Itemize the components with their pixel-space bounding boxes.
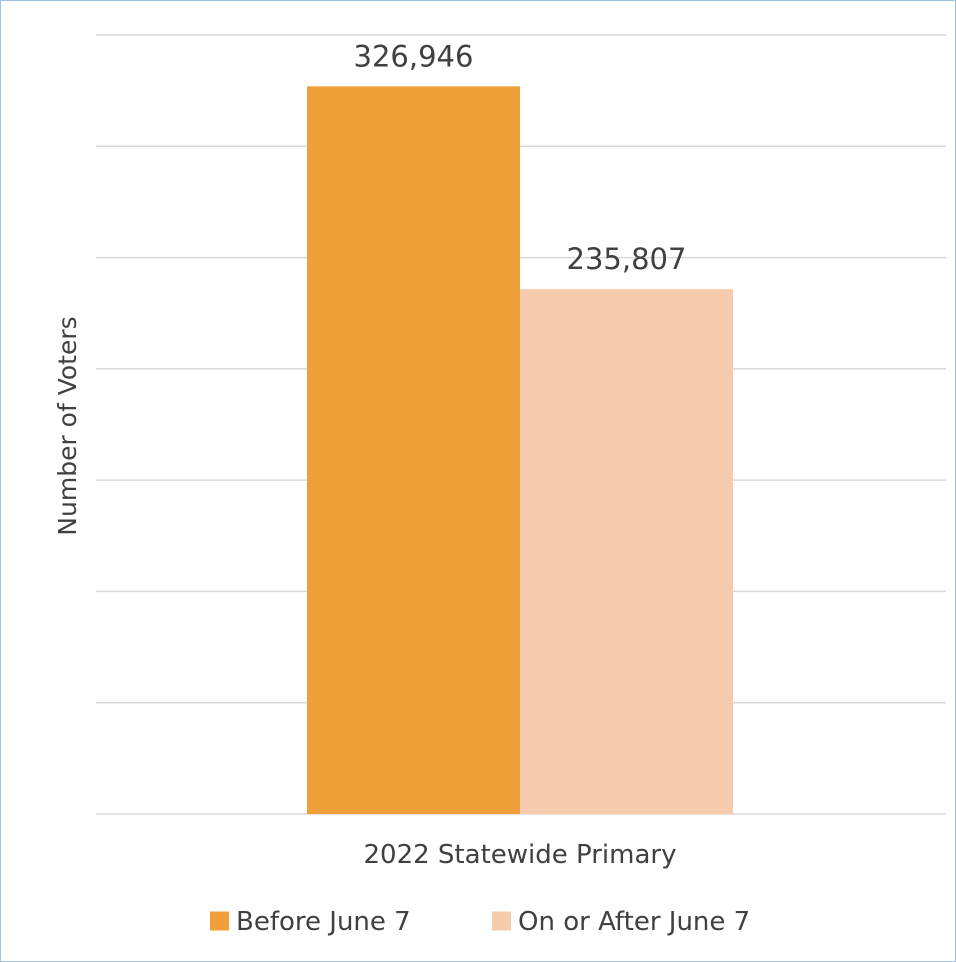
y-axis-title: Number of Voters: [53, 316, 82, 535]
bar-series-2: [520, 289, 733, 814]
legend: Before June 7 On or After June 7: [210, 907, 750, 937]
legend-label-series-1: Before June 7: [236, 907, 411, 937]
bar-series-1: [307, 86, 520, 814]
legend-label-series-2: On or After June 7: [518, 907, 750, 937]
legend-swatch-series-1: [210, 911, 229, 931]
data-label-series-2: 235,807: [567, 242, 687, 276]
bars: [307, 86, 733, 814]
data-label-series-1: 326,946: [354, 39, 474, 73]
data-labels: 326,946 235,807: [354, 39, 687, 276]
legend-swatch-series-2: [492, 911, 511, 931]
category-label: 2022 Statewide Primary: [364, 840, 677, 870]
